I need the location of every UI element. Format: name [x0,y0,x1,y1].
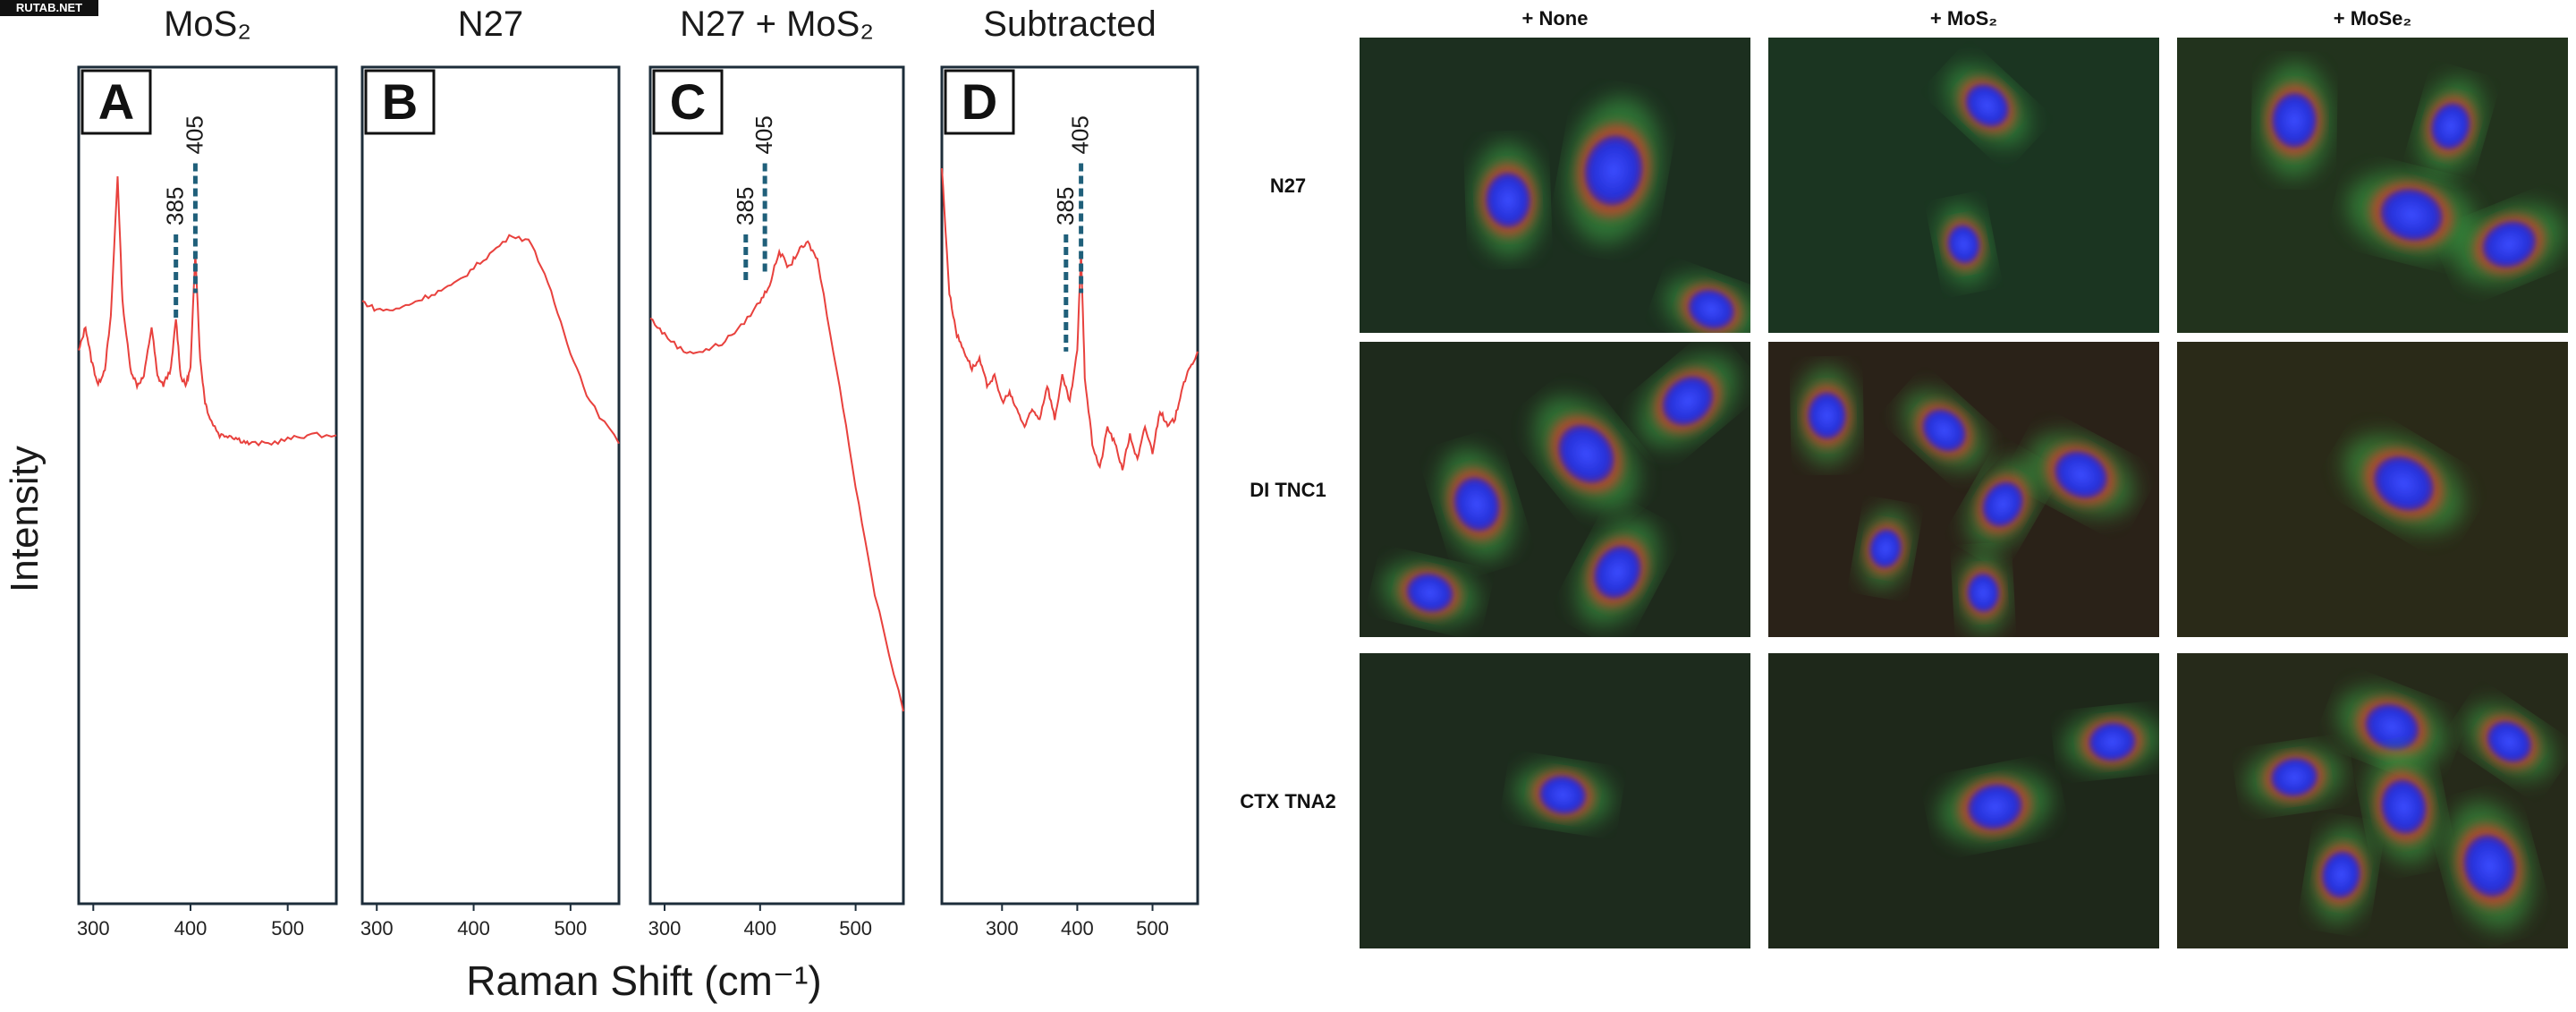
nucleus-stain [2431,103,2470,149]
raman-panel-a: MoS₂ A 300 400 500 385 405 [77,4,338,940]
panel-title: N27 + MoS₂ [680,4,874,44]
watermark-text: RUTAB.NET [16,1,82,14]
x-tick-label: 300 [986,917,1019,940]
micrograph-tile [2177,653,2568,948]
nucleus-stain [1947,225,1980,264]
micrograph-tile [2177,342,2568,637]
x-axis-label: Raman Shift (cm⁻¹) [466,957,821,1004]
nucleus-stain [1453,477,1500,532]
nucleus-stain [1485,172,1531,228]
spectrum-line [649,240,904,712]
peak-label: 385 [732,187,758,225]
peak-label: 405 [181,115,208,154]
panel-title: MoS₂ [164,4,251,44]
panel-frame [360,65,621,906]
nucleus-stain [1968,784,2022,829]
x-tick-label: 500 [271,917,304,940]
spectrum-line [78,176,337,447]
micrograph-tile [1768,653,2159,948]
micrograph-tile [1360,38,1750,333]
nucleus-stain [1558,424,1614,484]
spectrum-line [941,168,1199,471]
x-tick-label: 400 [457,917,490,940]
raman-panel-c: N27 + MoS₂ C 300 400 500 385 405 [648,4,905,940]
x-tick-label: 400 [1061,917,1094,940]
nucleus-stain [1967,573,2000,613]
nucleus-stain [1982,481,2023,527]
panel-letter: B [382,73,418,130]
row-header: CTX TNA2 [1240,790,1336,812]
nucleus-stain [2374,455,2434,511]
y-axis-label: Intensity [3,446,47,592]
peak-label: 385 [162,187,189,225]
nucleus-stain [2381,779,2427,835]
panel-title: N27 [458,4,523,44]
nucleus-stain [1808,392,1847,439]
panel-letter: A [98,73,134,130]
x-tick-label: 400 [174,917,208,940]
column-header: + MoSe₂ [2334,7,2411,30]
nucleus-stain [1965,84,2009,127]
watermark-badge [0,0,98,16]
spectrum-line [361,234,620,445]
nucleus-stain [1688,289,1735,329]
nucleus-stain [1922,409,1966,452]
peak-label: 385 [1052,187,1079,225]
x-tick-label: 500 [839,917,872,940]
x-tick-label: 300 [648,917,682,940]
micrograph-tile [1768,38,2159,333]
micrograph-tile [1360,653,1750,948]
peak-label: 405 [750,115,777,154]
panel-title: Subtracted [983,4,1156,44]
panel-letter-box [364,69,436,135]
nucleus-stain [2482,221,2537,268]
column-header: + MoS₂ [1930,7,1997,30]
x-tick-label: 500 [1136,917,1169,940]
microscopy-grid: + None + MoS₂ + MoSe₂ N27 DI TNC1 CTX TNA2 [1240,7,2568,948]
x-tick-label: 300 [360,917,394,940]
raman-panel-d: Subtracted D 300 400 500 385 405 [940,4,1199,940]
nucleus-stain [1406,573,1453,613]
nucleus-stain [1869,529,1902,568]
nucleus-stain [1594,545,1641,599]
panel-letter: D [962,73,997,130]
nucleus-stain [2055,451,2108,498]
row-header: DI TNC1 [1250,479,1326,501]
panel-frame [77,65,338,906]
nucleus-stain [2272,92,2318,148]
peak-label: 405 [1067,115,1094,154]
nucleus-stain [2321,851,2361,898]
nucleus-stain [2089,722,2136,761]
panel-letter-box [652,69,724,135]
micrograph-tile [1768,342,2159,637]
row-header: N27 [1270,174,1306,197]
panel-letter-box [944,69,1015,135]
nucleus-stain [2463,835,2516,897]
panel-letter: C [670,73,706,130]
panel-letter-box [80,69,152,135]
x-tick-label: 300 [77,917,110,940]
x-tick-label: 400 [743,917,776,940]
raman-panel-b: N27 B 300 400 500 [360,4,621,940]
micrograph-tile [1360,342,1750,637]
nucleus-stain [2365,703,2419,751]
column-header: + None [1522,7,1589,30]
x-tick-label: 500 [554,917,587,940]
micrograph-tile [2177,38,2568,333]
nucleus-stain [2270,757,2318,797]
nucleus-stain [1539,775,1587,815]
nucleus-stain [2380,188,2443,242]
panel-frame [940,65,1199,906]
panel-frame [648,65,905,906]
nucleus-stain [1584,135,1643,206]
nucleus-stain [1662,376,1714,426]
nucleus-stain [2487,720,2532,763]
